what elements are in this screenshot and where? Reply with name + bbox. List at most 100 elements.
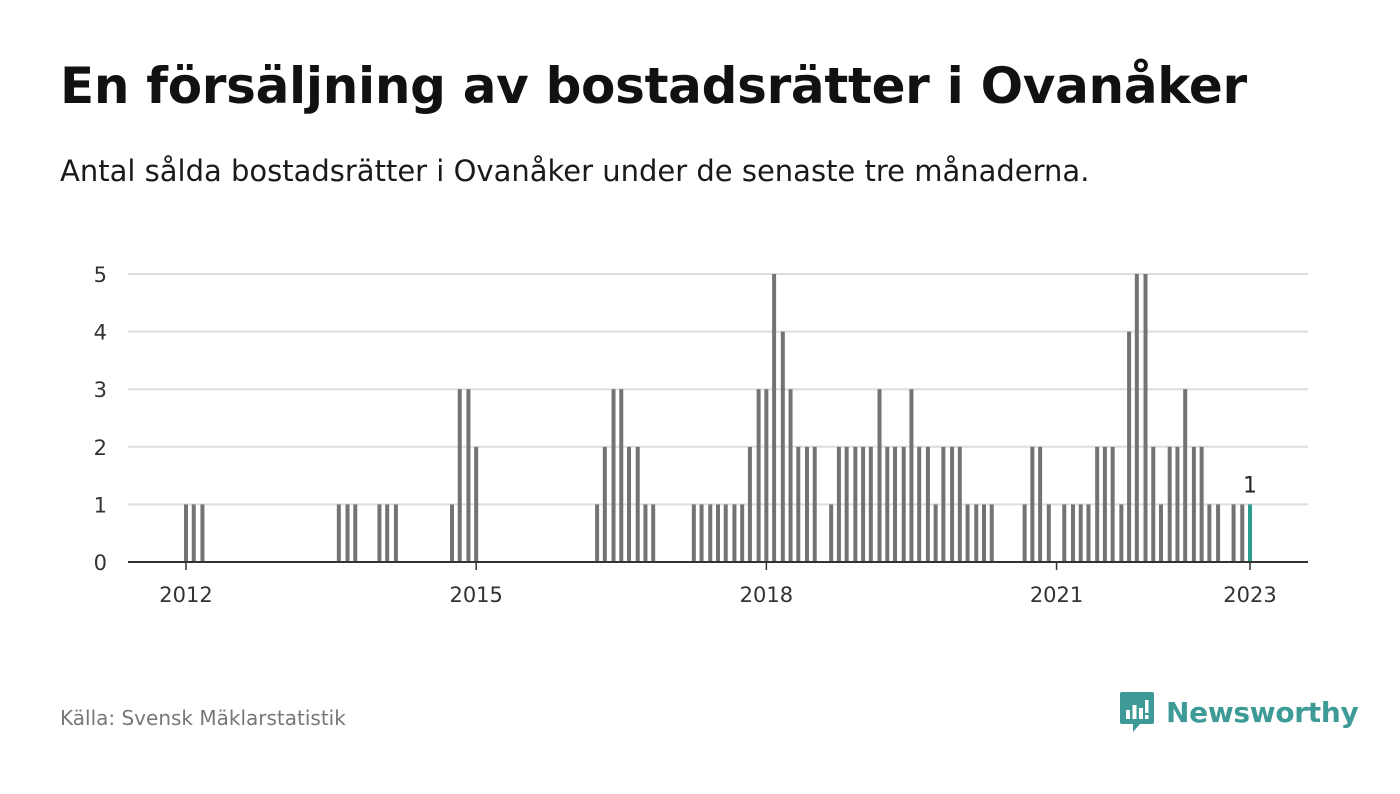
bar <box>804 446 809 562</box>
bar <box>756 389 761 562</box>
bar <box>1199 446 1204 562</box>
bar <box>917 446 922 562</box>
bar <box>925 446 930 562</box>
bar <box>740 504 745 562</box>
bar <box>764 389 769 562</box>
bar <box>1240 504 1245 562</box>
bar-chart: 0 1 2 3 4 5 2012 2015 2018 2021 2023 1 <box>94 263 1308 607</box>
bar <box>957 446 962 562</box>
x-tick-labels: 2012 2015 2018 2021 2023 <box>159 562 1277 607</box>
y-tick-label: 1 <box>94 493 107 517</box>
bar <box>1216 504 1221 562</box>
bar <box>950 446 955 562</box>
bar <box>1151 446 1156 562</box>
bar <box>450 504 454 562</box>
bar <box>747 446 752 562</box>
bar <box>877 389 882 562</box>
x-tick-label: 2021 <box>1030 583 1083 607</box>
bar <box>457 389 462 562</box>
bar <box>941 446 946 562</box>
bar <box>861 446 866 562</box>
bar <box>1175 446 1180 562</box>
bar <box>1119 504 1124 562</box>
bar <box>393 504 398 562</box>
bar <box>974 504 979 562</box>
bar <box>1183 389 1188 562</box>
bar-highlight <box>1248 504 1252 562</box>
brand-logo: Newsworthy <box>1118 690 1359 734</box>
bar <box>1191 446 1196 562</box>
bar <box>1062 504 1067 562</box>
chart-title: En försäljning av bostadsrätter i Ovanåk… <box>60 57 1247 115</box>
bar <box>595 504 600 562</box>
bar <box>1110 446 1115 562</box>
bar <box>708 504 713 562</box>
bar <box>699 504 704 562</box>
bar <box>1207 504 1212 562</box>
bar <box>200 504 205 562</box>
y-tick-label: 3 <box>94 378 107 402</box>
bar <box>780 331 785 562</box>
bar <box>345 504 350 562</box>
bar <box>602 446 607 562</box>
bar <box>989 504 994 562</box>
bar <box>651 504 656 562</box>
bar <box>377 504 382 562</box>
bar <box>385 504 390 562</box>
y-tick-label: 5 <box>94 263 107 287</box>
bar <box>191 504 196 562</box>
source-note: Källa: Svensk Mäklarstatistik <box>60 706 346 730</box>
bar <box>184 504 188 562</box>
bar <box>933 504 938 562</box>
y-tick-label: 0 <box>94 551 107 575</box>
y-tick-labels: 0 1 2 3 4 5 <box>94 263 107 575</box>
bar <box>1030 446 1035 562</box>
x-tick-label: 2023 <box>1223 583 1276 607</box>
bar <box>336 504 341 562</box>
bar <box>1078 504 1083 562</box>
bar <box>691 504 696 562</box>
brand-name: Newsworthy <box>1166 695 1359 729</box>
chart-subtitle: Antal sålda bostadsrätter i Ovanåker und… <box>60 154 1090 188</box>
bar <box>1134 274 1139 562</box>
bar <box>1070 504 1075 562</box>
bar <box>868 446 873 562</box>
x-tick-label: 2018 <box>740 583 793 607</box>
bars <box>184 274 1252 562</box>
bar <box>909 389 914 562</box>
bar <box>788 389 793 562</box>
newsworthy-logo-icon <box>1120 692 1154 732</box>
bar <box>772 274 777 562</box>
x-tick-label: 2012 <box>159 583 212 607</box>
x-tick-label: 2015 <box>449 583 502 607</box>
bar <box>1231 504 1236 562</box>
bar <box>732 504 737 562</box>
bar <box>466 389 471 562</box>
bar <box>627 446 632 562</box>
bar <box>643 504 648 562</box>
bar <box>982 504 986 562</box>
bar <box>885 446 890 562</box>
bar <box>635 446 640 562</box>
bar <box>1046 504 1051 562</box>
bar <box>1038 446 1043 562</box>
bar <box>893 446 898 562</box>
bar <box>836 446 841 562</box>
bar <box>611 389 616 562</box>
bar <box>901 446 906 562</box>
bar <box>353 504 358 562</box>
bar <box>1159 504 1164 562</box>
bar <box>1022 504 1027 562</box>
bar <box>1127 331 1132 562</box>
bar <box>1167 446 1172 562</box>
bar <box>796 446 801 562</box>
bar <box>812 446 817 562</box>
bar <box>1095 446 1100 562</box>
bar <box>965 504 970 562</box>
bar <box>853 446 858 562</box>
bar <box>474 446 479 562</box>
bar <box>1143 274 1148 562</box>
y-tick-label: 4 <box>94 321 107 345</box>
bar <box>723 504 728 562</box>
y-tick-label: 2 <box>94 436 107 460</box>
